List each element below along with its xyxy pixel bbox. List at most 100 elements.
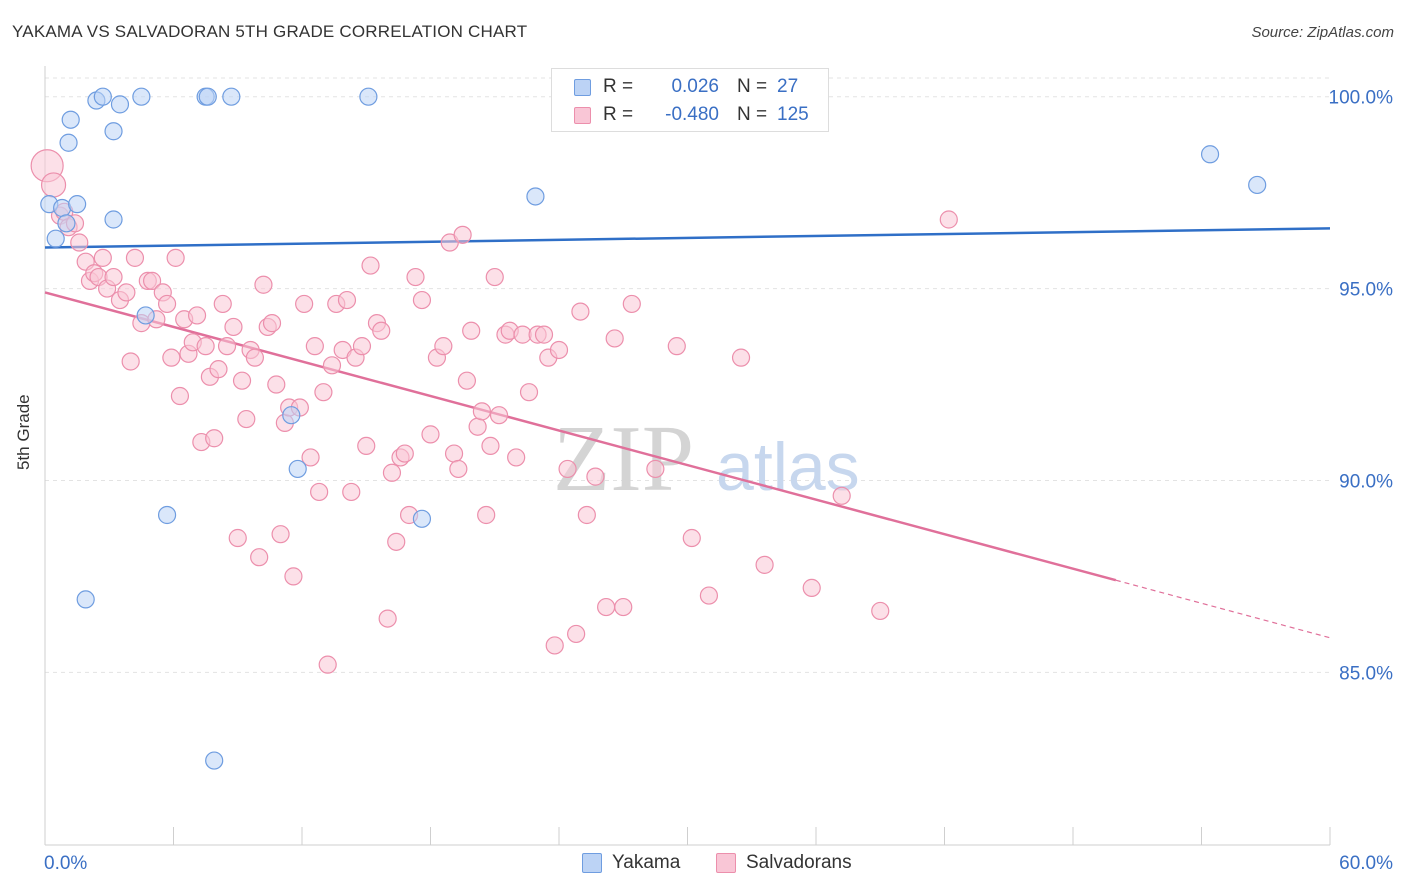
y-tick-label: 95.0% <box>1339 280 1393 301</box>
yakama-point <box>110 95 130 114</box>
legend-item-salvadorans: Salvadorans <box>716 852 852 874</box>
salvadoran-point <box>646 459 665 479</box>
legend-n-label: N = <box>737 76 768 97</box>
salvadoran-point <box>166 248 185 267</box>
yakama-point <box>526 187 545 206</box>
salvadoran-point <box>117 283 136 302</box>
salvadorans-swatch <box>574 106 591 124</box>
yakama-swatch <box>574 78 591 96</box>
salvadoran-point <box>196 337 215 356</box>
salvadoran-point <box>337 290 357 310</box>
salvadoran-point <box>104 267 123 287</box>
salvadoran-point <box>871 601 890 621</box>
yakama-point <box>136 306 155 325</box>
chart-title: YAKAMA VS SALVADORAN 5TH GRADE CORRELATI… <box>12 22 528 41</box>
salvadoran-point <box>622 294 641 314</box>
salvadoran-point <box>567 624 586 644</box>
salvadoran-point <box>412 290 432 310</box>
legend-item-yakama: Yakama <box>582 852 680 874</box>
salvadoran-point <box>352 337 372 356</box>
yakama-point <box>359 87 378 106</box>
salvadoran-point <box>485 267 504 287</box>
salvadoran-point <box>93 248 112 267</box>
salvadoran-point <box>507 448 526 467</box>
salvadoran-point <box>232 371 252 390</box>
salvadoran-point <box>162 348 181 367</box>
salvadoran-point <box>558 459 577 479</box>
legend-n-value: 27 <box>777 76 799 97</box>
salvadoran-point <box>342 482 361 502</box>
salvadoran-point <box>453 225 472 244</box>
yakama-point <box>104 210 123 229</box>
salvadoran-point <box>40 172 67 198</box>
salvadoran-point <box>310 482 329 502</box>
salvadoran-point <box>477 505 496 525</box>
salvadoran-point <box>121 352 140 371</box>
salvadoran-point <box>481 436 500 456</box>
yakama-point <box>222 87 241 106</box>
y-tick-label: 85.0% <box>1339 663 1393 684</box>
salvadoran-point <box>237 409 256 429</box>
salvadoran-point <box>421 425 440 444</box>
salvadoran-point <box>534 325 554 344</box>
watermark-zip: ZIP <box>553 407 694 511</box>
salvadoran-point <box>462 321 481 340</box>
tick-labels: 85.0% 90.0% 95.0% 100.0% 0.0% 60.0% <box>44 88 1393 874</box>
yakama-point <box>76 590 95 609</box>
salvadoran-point <box>489 406 509 425</box>
salvadoran-point <box>267 375 286 394</box>
legend-r-value: -0.480 <box>665 104 719 125</box>
salvadoran-point <box>125 248 145 267</box>
salvadoran-point <box>305 337 324 356</box>
y-tick-label: 90.0% <box>1339 471 1393 492</box>
yakama-point <box>104 122 123 141</box>
salvadoran-point <box>472 402 491 421</box>
salvadoran-point <box>597 597 616 617</box>
yakama-legend-swatch <box>582 853 602 873</box>
salvadoran-point <box>142 271 162 290</box>
salvadorans-legend-swatch <box>716 853 736 873</box>
yakama-point <box>59 133 78 152</box>
salvadoran-point <box>549 340 569 360</box>
salvadoran-point <box>209 360 228 379</box>
salvadoran-point <box>682 528 701 548</box>
salvadoran-point <box>699 586 719 605</box>
yakama-point <box>132 87 151 106</box>
yakama-point <box>53 198 72 218</box>
salvadoran-point <box>217 337 237 356</box>
salvadoran-point <box>802 578 821 597</box>
legend-r-value: 0.026 <box>671 76 719 97</box>
yakama-point <box>157 505 177 525</box>
yakama-point <box>288 459 307 479</box>
salvadorans-legend-label: Salvadorans <box>746 852 852 873</box>
salvadoran-point <box>434 337 453 356</box>
salvadoran-point <box>832 486 851 505</box>
salvadoran-point <box>170 386 190 406</box>
salvadoran-point <box>224 317 243 337</box>
salvadoran-point <box>605 329 624 348</box>
yakama-point <box>282 406 301 425</box>
yakama-point <box>1248 175 1267 195</box>
data-points <box>30 87 1267 770</box>
salvadoran-point <box>250 548 269 567</box>
salvadoran-point <box>755 555 774 574</box>
yakama-point <box>61 110 80 129</box>
salvadoran-point <box>586 467 605 486</box>
legend-n-label: N = <box>737 104 768 125</box>
salvadoran-point <box>361 256 380 275</box>
salvadoran-point <box>318 655 337 674</box>
salvadoran-point <box>395 444 414 463</box>
watermark: ZIP atlas <box>553 407 860 511</box>
salvadoran-point <box>245 348 264 367</box>
yakama-trend-line <box>44 227 1331 249</box>
yakama-point <box>198 87 217 106</box>
salvadoran-point <box>254 275 273 294</box>
y-axis-label: 5th Grade <box>14 394 33 470</box>
salvadoran-point <box>667 337 686 356</box>
salvadoran-point <box>387 532 406 551</box>
salvadoran-trend-extension <box>1115 579 1331 639</box>
salvadoran-point <box>205 429 224 448</box>
salvadoran-point <box>301 448 320 467</box>
salvadoran-point <box>614 597 633 617</box>
